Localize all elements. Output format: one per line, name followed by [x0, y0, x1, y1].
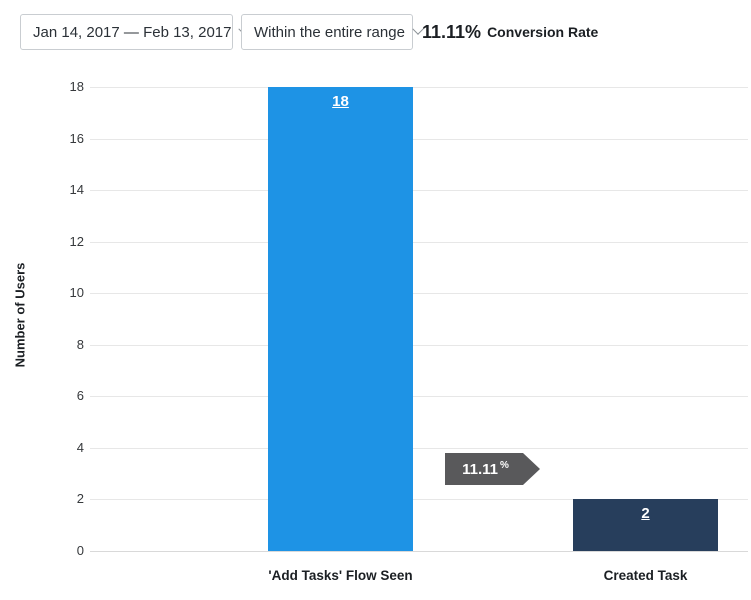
- conversion-rate-label: Conversion Rate: [487, 24, 599, 40]
- gridline: [90, 190, 748, 192]
- y-axis-tick-label: 0: [76, 543, 84, 558]
- gridline: [90, 551, 748, 552]
- y-axis-tick-label: 4: [76, 439, 84, 455]
- funnel-step-bar[interactable]: 2: [573, 499, 718, 551]
- x-axis-category-label: Created Task: [603, 568, 688, 583]
- y-axis-tick-label: 6: [76, 388, 84, 404]
- date-range-dropdown[interactable]: Jan 14, 2017 — Feb 13, 2017: [20, 14, 251, 50]
- conversion-arrow-value: 11.11: [462, 460, 498, 478]
- gridline: [90, 87, 748, 88]
- gridline: [90, 293, 748, 295]
- bar-value-link[interactable]: 2: [641, 505, 650, 523]
- conversion-window-value: Within the entire range: [254, 23, 405, 41]
- gridline: [90, 499, 748, 501]
- y-axis-tick-label: 2: [76, 491, 84, 507]
- y-axis-tick-label: 8: [76, 336, 84, 352]
- y-axis-tick-label: 14: [69, 182, 84, 198]
- y-axis-tick-label: 12: [69, 233, 84, 249]
- conversion-arrow-badge: 11.11%: [445, 453, 540, 485]
- gridline: [90, 241, 748, 243]
- y-axis-tick-label: 16: [69, 130, 84, 146]
- date-range-value: Jan 14, 2017 — Feb 13, 2017: [33, 23, 232, 41]
- y-axis-tick-label: 18: [69, 79, 84, 94]
- funnel-step-bar[interactable]: 18: [268, 87, 413, 551]
- conversion-window-dropdown[interactable]: Within the entire range: [241, 14, 424, 50]
- gridline: [90, 447, 748, 449]
- x-axis-category-label: 'Add Tasks' Flow Seen: [268, 568, 413, 583]
- conversion-rate-summary: 11.11% Conversion Rate: [422, 14, 598, 50]
- gridline: [90, 396, 748, 398]
- bar-value-link[interactable]: 18: [332, 93, 349, 110]
- y-axis-tick-label: 10: [69, 285, 84, 301]
- y-axis-title: Number of Users: [12, 262, 28, 368]
- percent-sign: %: [499, 459, 509, 471]
- conversion-rate-value: 11.11%: [422, 21, 482, 42]
- gridline: [90, 138, 748, 140]
- gridline: [90, 344, 748, 346]
